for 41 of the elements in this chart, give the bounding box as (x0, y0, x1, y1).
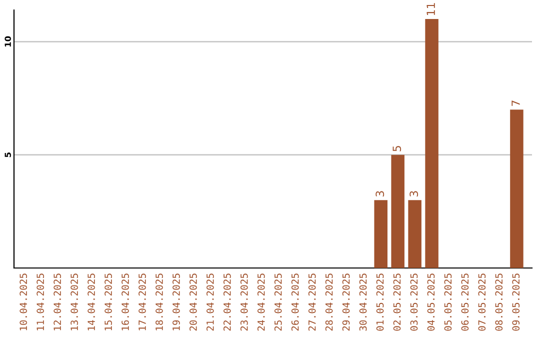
x-tick-label: 30.04.2025 (359, 274, 367, 331)
x-tick-label: 16.04.2025 (122, 274, 129, 330)
bar (510, 110, 524, 268)
y-tick-label: 10 (4, 36, 11, 47)
bar (374, 200, 388, 268)
x-tick-label: 13.04.2025 (70, 274, 78, 330)
x-tick-label: 28.04.2025 (325, 274, 333, 331)
x-tick-label: 23.04.2025 (240, 274, 248, 331)
x-tick-label: 17.04.2025 (138, 274, 146, 330)
x-tick-label: 10.04.2025 (20, 274, 28, 330)
x-tick-label: 27.04.2025 (308, 274, 316, 331)
x-tick-label: 04.05.2025 (427, 274, 435, 331)
x-tick-label: 21.04.2025 (206, 274, 214, 331)
x-tick-label: 06.05.2025 (461, 274, 469, 331)
x-tick-label: 12.04.2025 (54, 274, 62, 330)
bar (391, 154, 404, 268)
x-tick-label: 14.04.2025 (88, 274, 95, 330)
x-tick-label: 24.04.2025 (257, 274, 265, 331)
x-tick-label: 08.05.2025 (495, 274, 503, 331)
x-tick-label: 03.05.2025 (410, 274, 418, 331)
x-tick-label: 26.04.2025 (291, 274, 299, 331)
x-tick-label: 22.04.2025 (223, 274, 231, 331)
x-tick-label: 09.05.2025 (512, 274, 520, 331)
x-tick-label: 29.04.2025 (342, 274, 350, 331)
bar (425, 19, 438, 268)
x-tick-label: 18.04.2025 (156, 274, 163, 330)
data-label: 5 (392, 146, 402, 152)
bar (408, 200, 422, 268)
x-tick-label: 25.04.2025 (274, 274, 282, 331)
x-tick-label: 05.05.2025 (444, 274, 452, 331)
x-tick-label: 20.04.2025 (190, 274, 197, 331)
x-tick-label: 11.04.2025 (36, 274, 44, 330)
data-label: 11 (426, 3, 435, 16)
data-label: 3 (410, 191, 418, 196)
x-tick-label: 15.04.2025 (104, 274, 112, 330)
x-tick-label: 01.05.2025 (376, 274, 384, 331)
x-tick-label: 19.04.2025 (172, 274, 180, 330)
data-label: 7 (512, 100, 520, 106)
x-tick-label: 07.05.2025 (478, 274, 486, 331)
data-label: 3 (376, 191, 384, 196)
x-tick-label: 02.05.2025 (393, 274, 401, 331)
